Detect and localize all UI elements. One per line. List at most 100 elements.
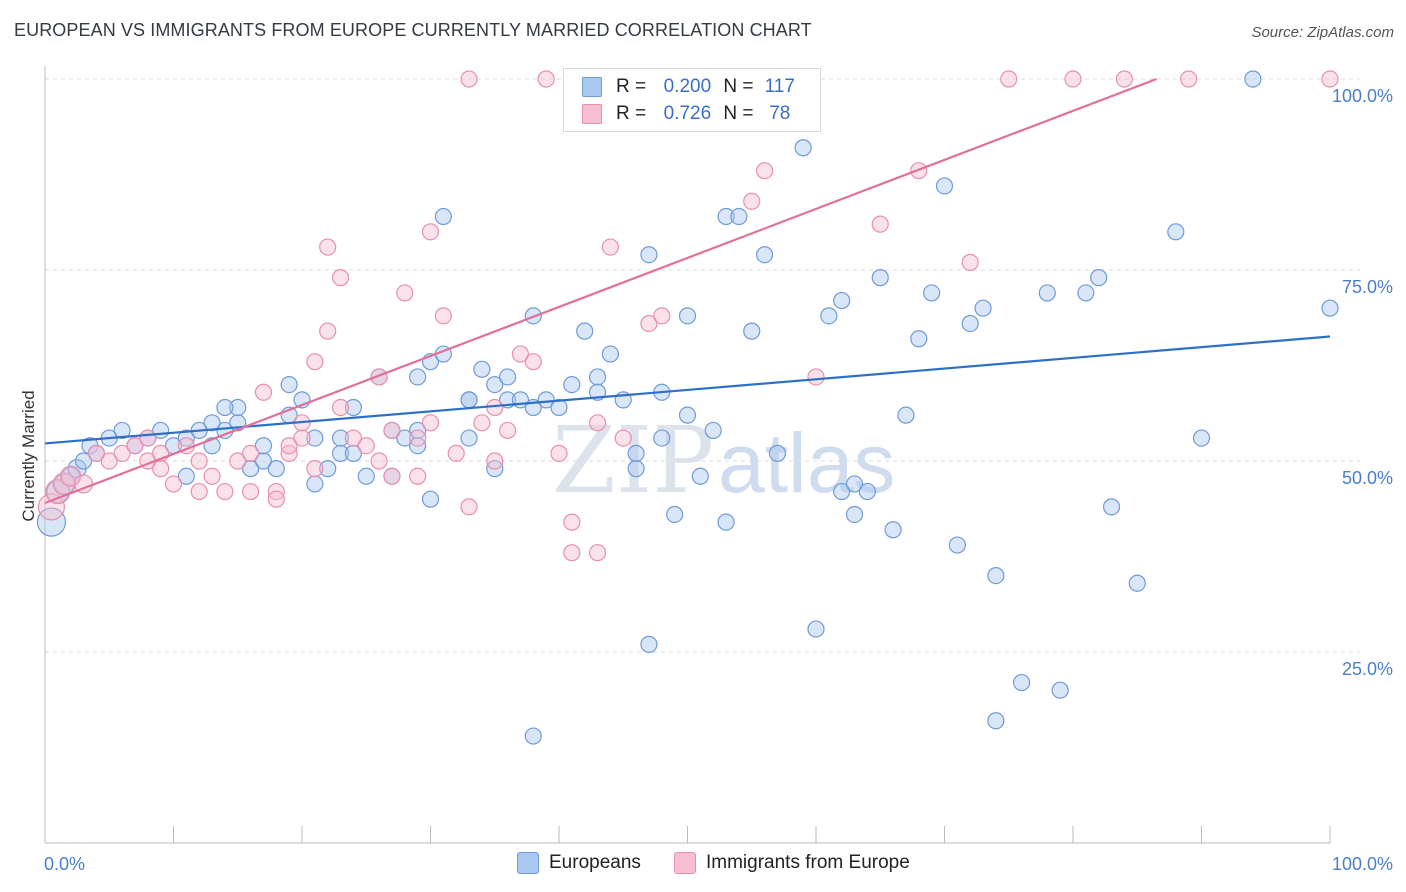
point-immigrants — [653, 307, 671, 325]
point-immigrants — [473, 414, 491, 432]
point-europeans — [833, 291, 851, 310]
point-europeans — [1321, 299, 1339, 317]
chart-title: EUROPEAN VS IMMIGRANTS FROM EUROPE CURRE… — [14, 20, 812, 40]
point-europeans — [203, 414, 221, 432]
point-europeans — [653, 429, 671, 447]
point-immigrants — [1180, 70, 1198, 88]
point-immigrants — [563, 544, 581, 562]
point-europeans — [627, 460, 645, 478]
point-immigrants — [550, 444, 568, 462]
legend-r-value: 0.726 — [663, 103, 712, 124]
legend-n-label: N = — [723, 103, 754, 124]
point-europeans — [1167, 223, 1185, 241]
point-europeans — [987, 712, 1005, 730]
series-europeans-points — [36, 70, 1339, 745]
point-immigrants — [601, 238, 620, 256]
point-europeans — [550, 398, 568, 417]
point-europeans — [473, 360, 491, 378]
point-immigrants — [216, 482, 234, 501]
point-immigrants — [190, 452, 208, 470]
point-europeans — [1090, 269, 1108, 287]
point-europeans — [1077, 284, 1095, 302]
point-immigrants — [460, 70, 478, 88]
tick-labels: 25.0% 50.0% 75.0% 100.0% 0.0% 100.0% — [44, 86, 1393, 874]
point-europeans — [460, 391, 478, 409]
legend-row-europeans: R = 0.200 N = 117 — [582, 74, 801, 100]
point-immigrants — [409, 467, 427, 485]
y-tick-label: 75.0% — [1342, 277, 1393, 297]
legend-swatch-immigrants — [674, 852, 696, 874]
point-europeans — [280, 376, 298, 394]
point-immigrants — [421, 414, 440, 432]
point-immigrants — [306, 353, 324, 371]
point-europeans — [794, 139, 812, 157]
legend-n-value: 117 — [764, 76, 795, 97]
point-immigrants — [755, 162, 774, 180]
point-europeans — [884, 521, 902, 539]
point-europeans — [730, 207, 748, 226]
point-europeans — [576, 322, 594, 340]
trend-line-europeans — [44, 335, 1331, 445]
source-label: Source: ZipAtlas.com — [1251, 24, 1394, 41]
point-immigrants — [370, 452, 388, 470]
point-europeans — [923, 284, 941, 302]
point-immigrants — [100, 452, 118, 470]
y-axis-label: Currently Married — [19, 390, 38, 521]
point-immigrants — [588, 414, 607, 432]
point-europeans — [563, 376, 581, 394]
point-europeans — [845, 505, 864, 524]
point-immigrants — [242, 444, 260, 462]
point-europeans — [961, 314, 979, 333]
legend-row-immigrants: R = 0.726 N = 78 — [582, 101, 801, 127]
legend-label-europeans: Europeans — [549, 852, 641, 873]
point-immigrants — [344, 429, 362, 447]
point-immigrants — [152, 460, 170, 478]
point-europeans — [1244, 70, 1262, 88]
point-immigrants — [807, 368, 825, 386]
point-europeans — [601, 345, 620, 363]
point-europeans — [486, 376, 504, 394]
legend-r-label: R = — [616, 76, 647, 97]
point-immigrants — [229, 452, 247, 470]
point-europeans — [987, 566, 1005, 585]
legend-item-europeans: Europeans — [517, 852, 641, 874]
point-europeans — [254, 437, 273, 455]
point-immigrants — [45, 478, 71, 505]
point-europeans — [935, 177, 954, 195]
point-immigrants — [319, 238, 337, 256]
point-immigrants — [203, 467, 221, 485]
point-immigrants — [331, 269, 350, 287]
legend-swatch-blue — [582, 77, 602, 97]
y-tick-label: 25.0% — [1342, 659, 1393, 679]
point-immigrants — [357, 437, 375, 455]
point-immigrants — [743, 192, 761, 210]
legend-n-label: N = — [723, 76, 754, 97]
point-immigrants — [319, 322, 337, 340]
point-immigrants — [421, 223, 440, 241]
y-tick-label: 50.0% — [1342, 468, 1393, 488]
point-immigrants — [1321, 70, 1339, 88]
grid-lines — [45, 78, 1360, 653]
point-europeans — [820, 307, 838, 325]
point-europeans — [331, 429, 350, 447]
point-europeans — [717, 207, 735, 226]
point-immigrants — [280, 437, 298, 455]
point-europeans — [717, 513, 735, 531]
point-immigrants — [126, 437, 144, 455]
point-europeans — [242, 460, 260, 478]
point-immigrants — [331, 398, 350, 417]
point-europeans — [627, 444, 645, 462]
point-europeans — [974, 299, 992, 317]
point-europeans — [910, 330, 928, 348]
point-immigrants — [524, 353, 542, 371]
point-immigrants — [37, 493, 66, 521]
axes — [44, 66, 1331, 844]
point-immigrants — [460, 498, 478, 516]
point-europeans — [871, 269, 889, 287]
point-immigrants — [961, 253, 979, 271]
point-immigrants — [434, 307, 452, 325]
point-europeans — [460, 429, 478, 447]
x-tick-label-max: 100.0% — [1332, 854, 1393, 874]
trend-line-immigrants — [44, 77, 1157, 505]
point-immigrants — [87, 444, 106, 462]
